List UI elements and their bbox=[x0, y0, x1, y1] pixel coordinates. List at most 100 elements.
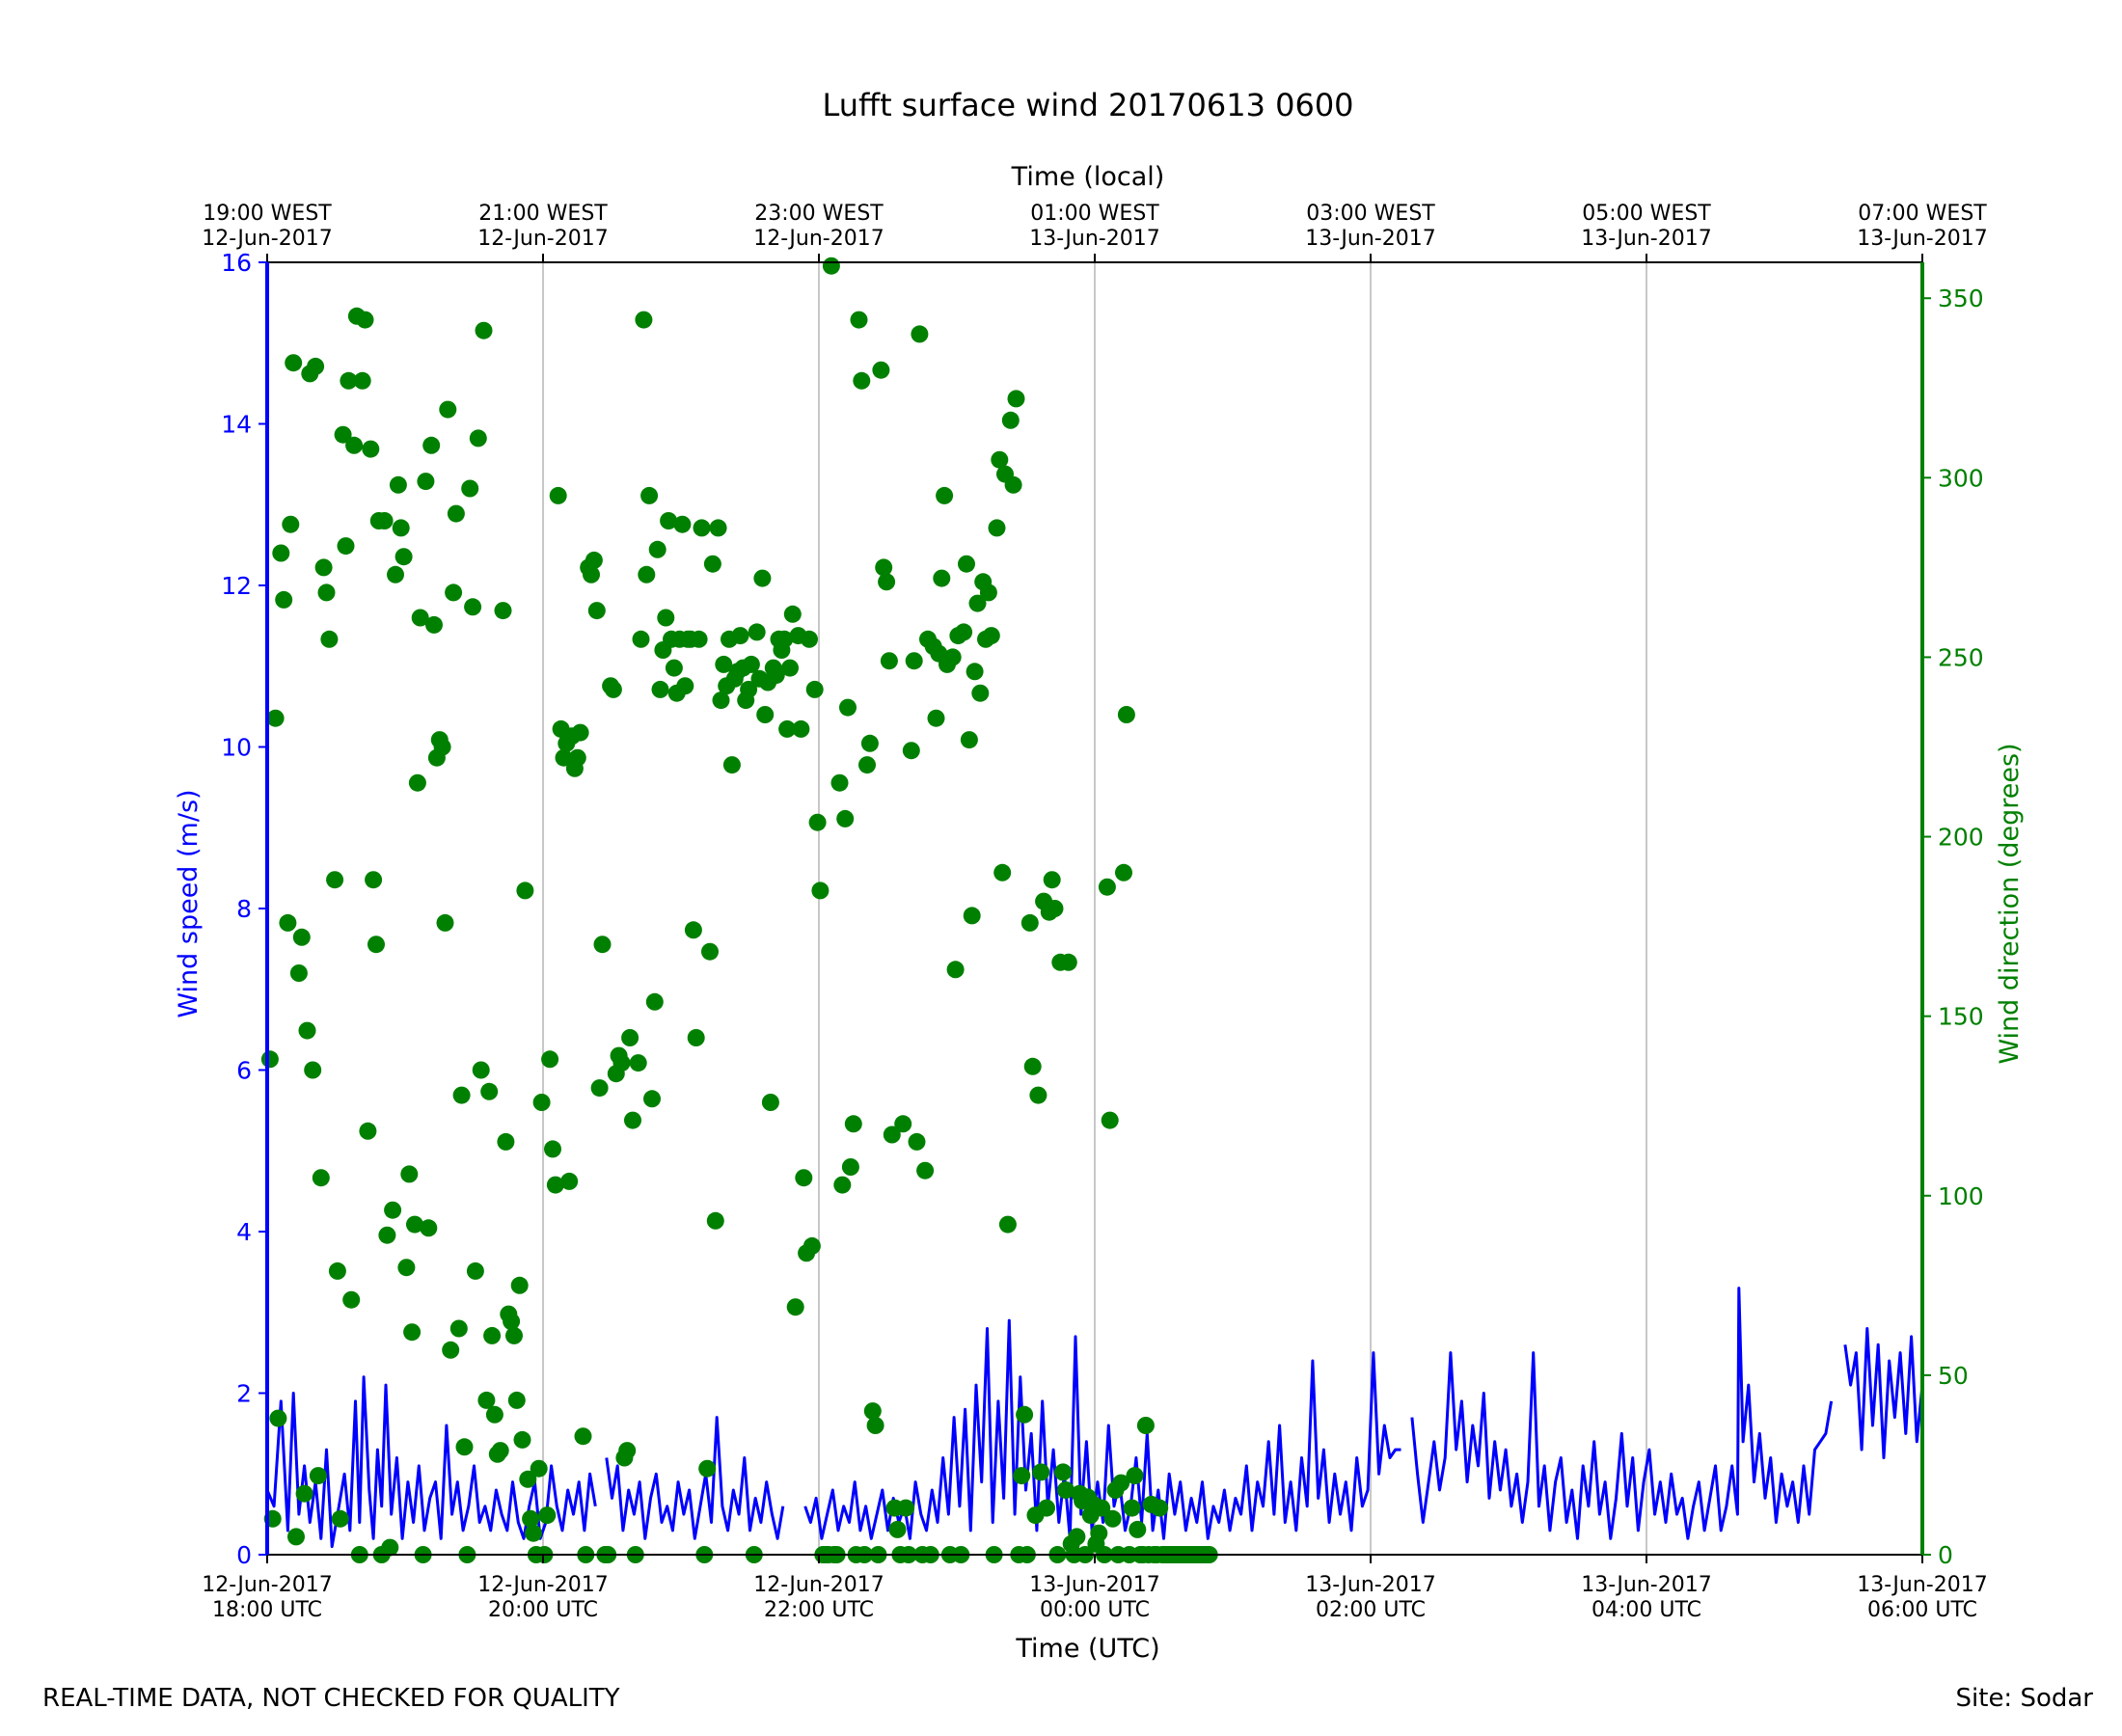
direction-point bbox=[464, 598, 482, 616]
direction-point bbox=[477, 1391, 496, 1409]
direction-point bbox=[571, 723, 589, 742]
direction-point bbox=[860, 734, 879, 752]
direction-point bbox=[618, 1442, 637, 1460]
direction-point bbox=[546, 1176, 564, 1194]
direction-point bbox=[544, 1140, 561, 1158]
direction-point bbox=[1129, 1520, 1147, 1538]
bottom-tick-label-time: 22:00 UTC bbox=[764, 1598, 874, 1622]
direction-point bbox=[1023, 1057, 1042, 1075]
top-tick-label-date: 13-Jun-2017 bbox=[1029, 227, 1159, 251]
direction-point bbox=[392, 519, 410, 537]
direction-point bbox=[469, 429, 487, 448]
direction-point bbox=[269, 1409, 287, 1427]
direction-point bbox=[497, 1132, 515, 1151]
direction-point bbox=[593, 936, 612, 954]
direction-point bbox=[452, 1086, 471, 1104]
left-tick-label: 12 bbox=[221, 572, 252, 600]
direction-point bbox=[387, 565, 404, 583]
direction-point bbox=[858, 756, 876, 774]
direction-point bbox=[480, 1082, 499, 1100]
direction-point bbox=[916, 1161, 935, 1180]
direction-point bbox=[445, 583, 463, 602]
direction-point bbox=[525, 1524, 542, 1542]
direction-point bbox=[485, 1405, 503, 1424]
direction-point bbox=[1059, 953, 1077, 971]
top-tick-label-time: 23:00 WEST bbox=[754, 202, 884, 226]
direction-point bbox=[328, 1261, 346, 1280]
direction-point bbox=[295, 1484, 313, 1503]
direction-point bbox=[905, 652, 923, 670]
direction-point bbox=[507, 1391, 526, 1409]
left-tick-label: 10 bbox=[221, 734, 252, 762]
direction-point bbox=[312, 1169, 330, 1187]
direction-point bbox=[411, 609, 429, 627]
direction-point bbox=[740, 680, 758, 698]
direction-point bbox=[494, 602, 512, 620]
direction-point bbox=[1103, 1509, 1122, 1528]
direction-point bbox=[287, 1528, 305, 1546]
direction-point bbox=[836, 809, 855, 827]
direction-point bbox=[781, 659, 799, 677]
direction-point bbox=[927, 709, 945, 727]
direction-point bbox=[687, 1029, 705, 1046]
direction-point bbox=[624, 1111, 641, 1129]
left-tick-label: 6 bbox=[236, 1057, 252, 1085]
direction-point bbox=[795, 1169, 813, 1187]
direction-point bbox=[541, 1050, 559, 1069]
direction-point bbox=[693, 519, 711, 537]
direction-point bbox=[394, 548, 413, 566]
left-axis-label: Wind speed (m/s) bbox=[174, 789, 204, 1017]
direction-point bbox=[844, 1115, 862, 1133]
direction-point bbox=[510, 1276, 529, 1294]
direction-point bbox=[1043, 871, 1061, 889]
direction-point bbox=[808, 813, 827, 831]
direction-point bbox=[439, 400, 457, 419]
direction-point bbox=[365, 871, 383, 889]
bottom-tick-label-time: 20:00 UTC bbox=[488, 1598, 598, 1622]
direction-point bbox=[472, 1061, 490, 1079]
direction-point bbox=[342, 1290, 361, 1309]
direction-point bbox=[645, 992, 664, 1011]
right-tick-label: 350 bbox=[1938, 285, 1984, 312]
direction-point bbox=[1090, 1524, 1108, 1542]
direction-point bbox=[400, 1165, 419, 1183]
direction-point bbox=[960, 731, 978, 749]
direction-point bbox=[449, 1319, 468, 1338]
direction-point bbox=[491, 1442, 509, 1460]
direction-point bbox=[803, 1236, 821, 1255]
direction-point bbox=[317, 583, 336, 602]
direction-point bbox=[331, 1509, 349, 1528]
direction-point bbox=[853, 371, 871, 390]
direction-point bbox=[466, 1261, 484, 1280]
direction-point bbox=[389, 475, 407, 494]
direction-point bbox=[356, 311, 374, 329]
direction-point bbox=[936, 486, 954, 504]
direction-point bbox=[384, 1201, 402, 1219]
direction-point bbox=[447, 504, 465, 523]
direction-point bbox=[1115, 863, 1132, 882]
direction-point bbox=[314, 558, 333, 577]
direction-point bbox=[337, 537, 355, 556]
top-tick-label-date: 13-Jun-2017 bbox=[1581, 227, 1711, 251]
direction-point bbox=[706, 1211, 724, 1230]
direction-point bbox=[455, 1438, 474, 1456]
direction-point bbox=[513, 1430, 531, 1449]
right-tick-label: 200 bbox=[1938, 824, 1984, 852]
direction-point bbox=[841, 1158, 859, 1176]
direction-point bbox=[993, 863, 1012, 882]
direction-point bbox=[583, 565, 600, 583]
direction-point bbox=[367, 936, 385, 954]
direction-point bbox=[362, 440, 380, 458]
direction-point bbox=[988, 519, 1006, 537]
direction-point bbox=[522, 1509, 540, 1528]
direction-point bbox=[792, 719, 810, 738]
top-tick-label-time: 21:00 WEST bbox=[478, 202, 608, 226]
direction-point bbox=[968, 594, 987, 612]
direction-point bbox=[574, 1427, 592, 1446]
direction-point bbox=[850, 311, 868, 329]
direction-point bbox=[943, 648, 962, 666]
direction-point bbox=[783, 605, 802, 623]
direction-point bbox=[1136, 1417, 1155, 1434]
direction-point bbox=[991, 450, 1009, 469]
